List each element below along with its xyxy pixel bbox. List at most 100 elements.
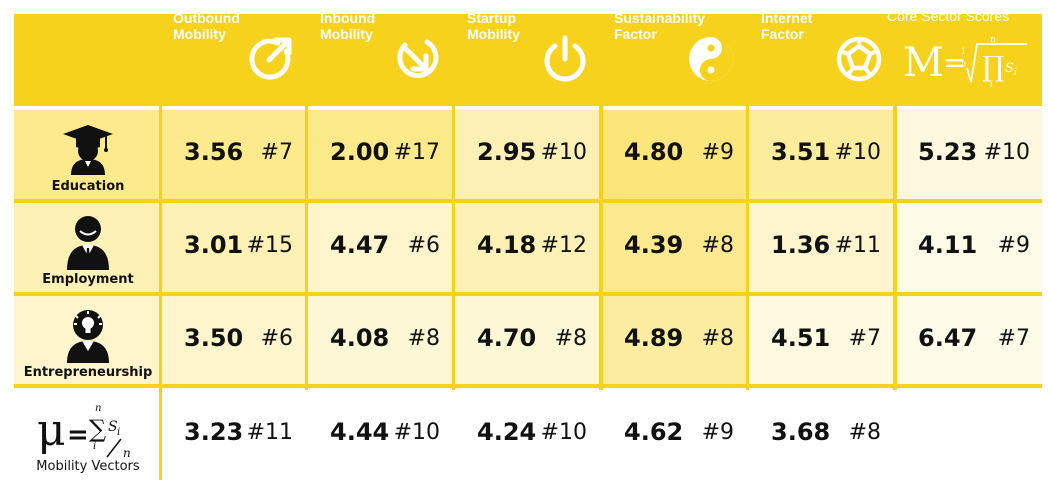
score-cell: 4.51 #7	[749, 296, 893, 386]
svg-text:n: n	[95, 403, 101, 414]
score-value: 4.44	[330, 418, 390, 446]
rank-value: #10	[540, 140, 587, 165]
svg-text:=: =	[67, 420, 89, 450]
rank-value: #8	[848, 420, 881, 445]
rank-value: #8	[407, 326, 440, 351]
rank-value: #7	[997, 326, 1030, 351]
score-cell: 3.50 #6	[162, 296, 305, 386]
score-value: 4.51	[771, 324, 831, 352]
grid-line	[893, 106, 897, 390]
inbound-arrow-icon	[397, 39, 439, 79]
rank-value: #7	[848, 326, 881, 351]
score-cell: 3.56 #7	[162, 110, 305, 199]
score-value: 4.80	[624, 138, 684, 166]
grid-line	[599, 106, 603, 390]
score-value: 4.89	[624, 324, 684, 352]
score-value: 3.68	[771, 418, 831, 446]
score-value: 4.11	[918, 231, 978, 259]
header-internet-factor: Internet Factor	[761, 10, 813, 42]
rank-value: #10	[540, 420, 587, 445]
score-value: 2.00	[330, 138, 390, 166]
rank-value: #10	[834, 140, 881, 165]
score-cell: 3.01 #15	[162, 203, 305, 292]
score-cell: 3.51 #10	[749, 110, 893, 199]
score-value: 2.95	[477, 138, 537, 166]
mobility-vector-formula-icon: μ = ∑ n i S i n	[37, 403, 131, 460]
grid-line	[305, 106, 308, 390]
row-label-mobility-vectors: μ = ∑ n i S i n Mobility Vectors	[14, 390, 162, 474]
rank-value: #11	[246, 420, 293, 445]
svg-text:i: i	[93, 441, 96, 452]
rank-value: #9	[701, 140, 734, 165]
header-sustainability-factor: Sustainability Factor	[614, 10, 706, 42]
power-icon	[544, 35, 586, 82]
score-value: 5.23	[918, 138, 978, 166]
rank-value: #6	[407, 233, 440, 258]
rank-value: #9	[701, 420, 734, 445]
score-value: 1.36	[771, 231, 831, 259]
score-cell: 4.44 #10	[308, 390, 452, 476]
outbound-arrow-icon	[249, 37, 292, 80]
entrepreneur-lightbulb-icon	[67, 310, 109, 363]
row-label-education: Education	[14, 110, 162, 194]
svg-text:S: S	[1005, 61, 1014, 76]
score-cell: 4.24 #10	[455, 390, 599, 476]
score-cell: 2.95 #10	[455, 110, 599, 199]
rank-value: #9	[997, 233, 1030, 258]
row-label-bg	[14, 390, 159, 476]
score-cell: 4.62 #9	[602, 390, 746, 476]
rank-value: #10	[393, 420, 440, 445]
score-value: 4.70	[477, 324, 537, 352]
score-value: 6.47	[918, 324, 978, 352]
svg-text:i: i	[990, 80, 993, 90]
row-label-employment: Employment	[14, 203, 162, 287]
globe-network-icon	[836, 36, 882, 82]
rank-value: #17	[393, 140, 440, 165]
svg-text:S: S	[108, 419, 118, 435]
score-cell: 3.23 #11	[162, 390, 305, 476]
core-sector-scores-title: Core Sector Scores	[887, 8, 1010, 24]
grid-line	[452, 106, 455, 390]
score-value: 3.56	[184, 138, 244, 166]
score-cell: 4.70 #8	[455, 296, 599, 386]
rank-value: #8	[701, 326, 734, 351]
svg-text:n: n	[961, 59, 966, 68]
header-inbound-mobility: Inbound Mobility	[320, 10, 376, 42]
grid-line	[746, 106, 749, 390]
score-value: 3.51	[771, 138, 831, 166]
businessman-icon	[67, 216, 109, 270]
svg-text:∑: ∑	[89, 415, 106, 443]
svg-text:i: i	[1014, 68, 1017, 78]
score-value: 4.47	[330, 231, 390, 259]
score-cell: 4.47 #6	[308, 203, 452, 292]
score-value: 4.18	[477, 231, 537, 259]
score-cell: 2.00 #17	[308, 110, 452, 199]
rank-value: #15	[246, 233, 293, 258]
header-bar	[14, 14, 1042, 106]
score-cell: 4.08 #8	[308, 296, 452, 386]
header-startup-mobility: Startup Mobility	[467, 10, 520, 42]
header-outbound-mobility: Outbound Mobility	[173, 10, 240, 42]
svg-text:=: =	[943, 46, 966, 79]
score-value: 3.23	[184, 418, 244, 446]
rank-value: #7	[260, 140, 293, 165]
score-cell: 3.68 #8	[749, 390, 893, 476]
svg-text:n: n	[990, 35, 996, 45]
score-value: 4.62	[624, 418, 684, 446]
score-value: 4.39	[624, 231, 684, 259]
svg-text:n: n	[123, 446, 131, 460]
core-formula-icon: M = 1 n n ∏ S i i	[903, 35, 1027, 90]
score-value: 3.01	[184, 231, 244, 259]
grid-line	[14, 384, 1042, 388]
score-cell: 5.23 #10	[896, 110, 1042, 199]
graduate-icon	[63, 125, 113, 175]
score-cell: 4.11 #9	[896, 203, 1042, 292]
svg-text:i: i	[117, 427, 120, 438]
rank-value: #6	[260, 326, 293, 351]
rank-value: #11	[834, 233, 881, 258]
score-cell: 4.80 #9	[602, 110, 746, 199]
score-cell: 4.39 #8	[602, 203, 746, 292]
core-formula-symbol: M	[903, 40, 944, 86]
grid-line	[14, 292, 1042, 296]
rank-value: #8	[554, 326, 587, 351]
